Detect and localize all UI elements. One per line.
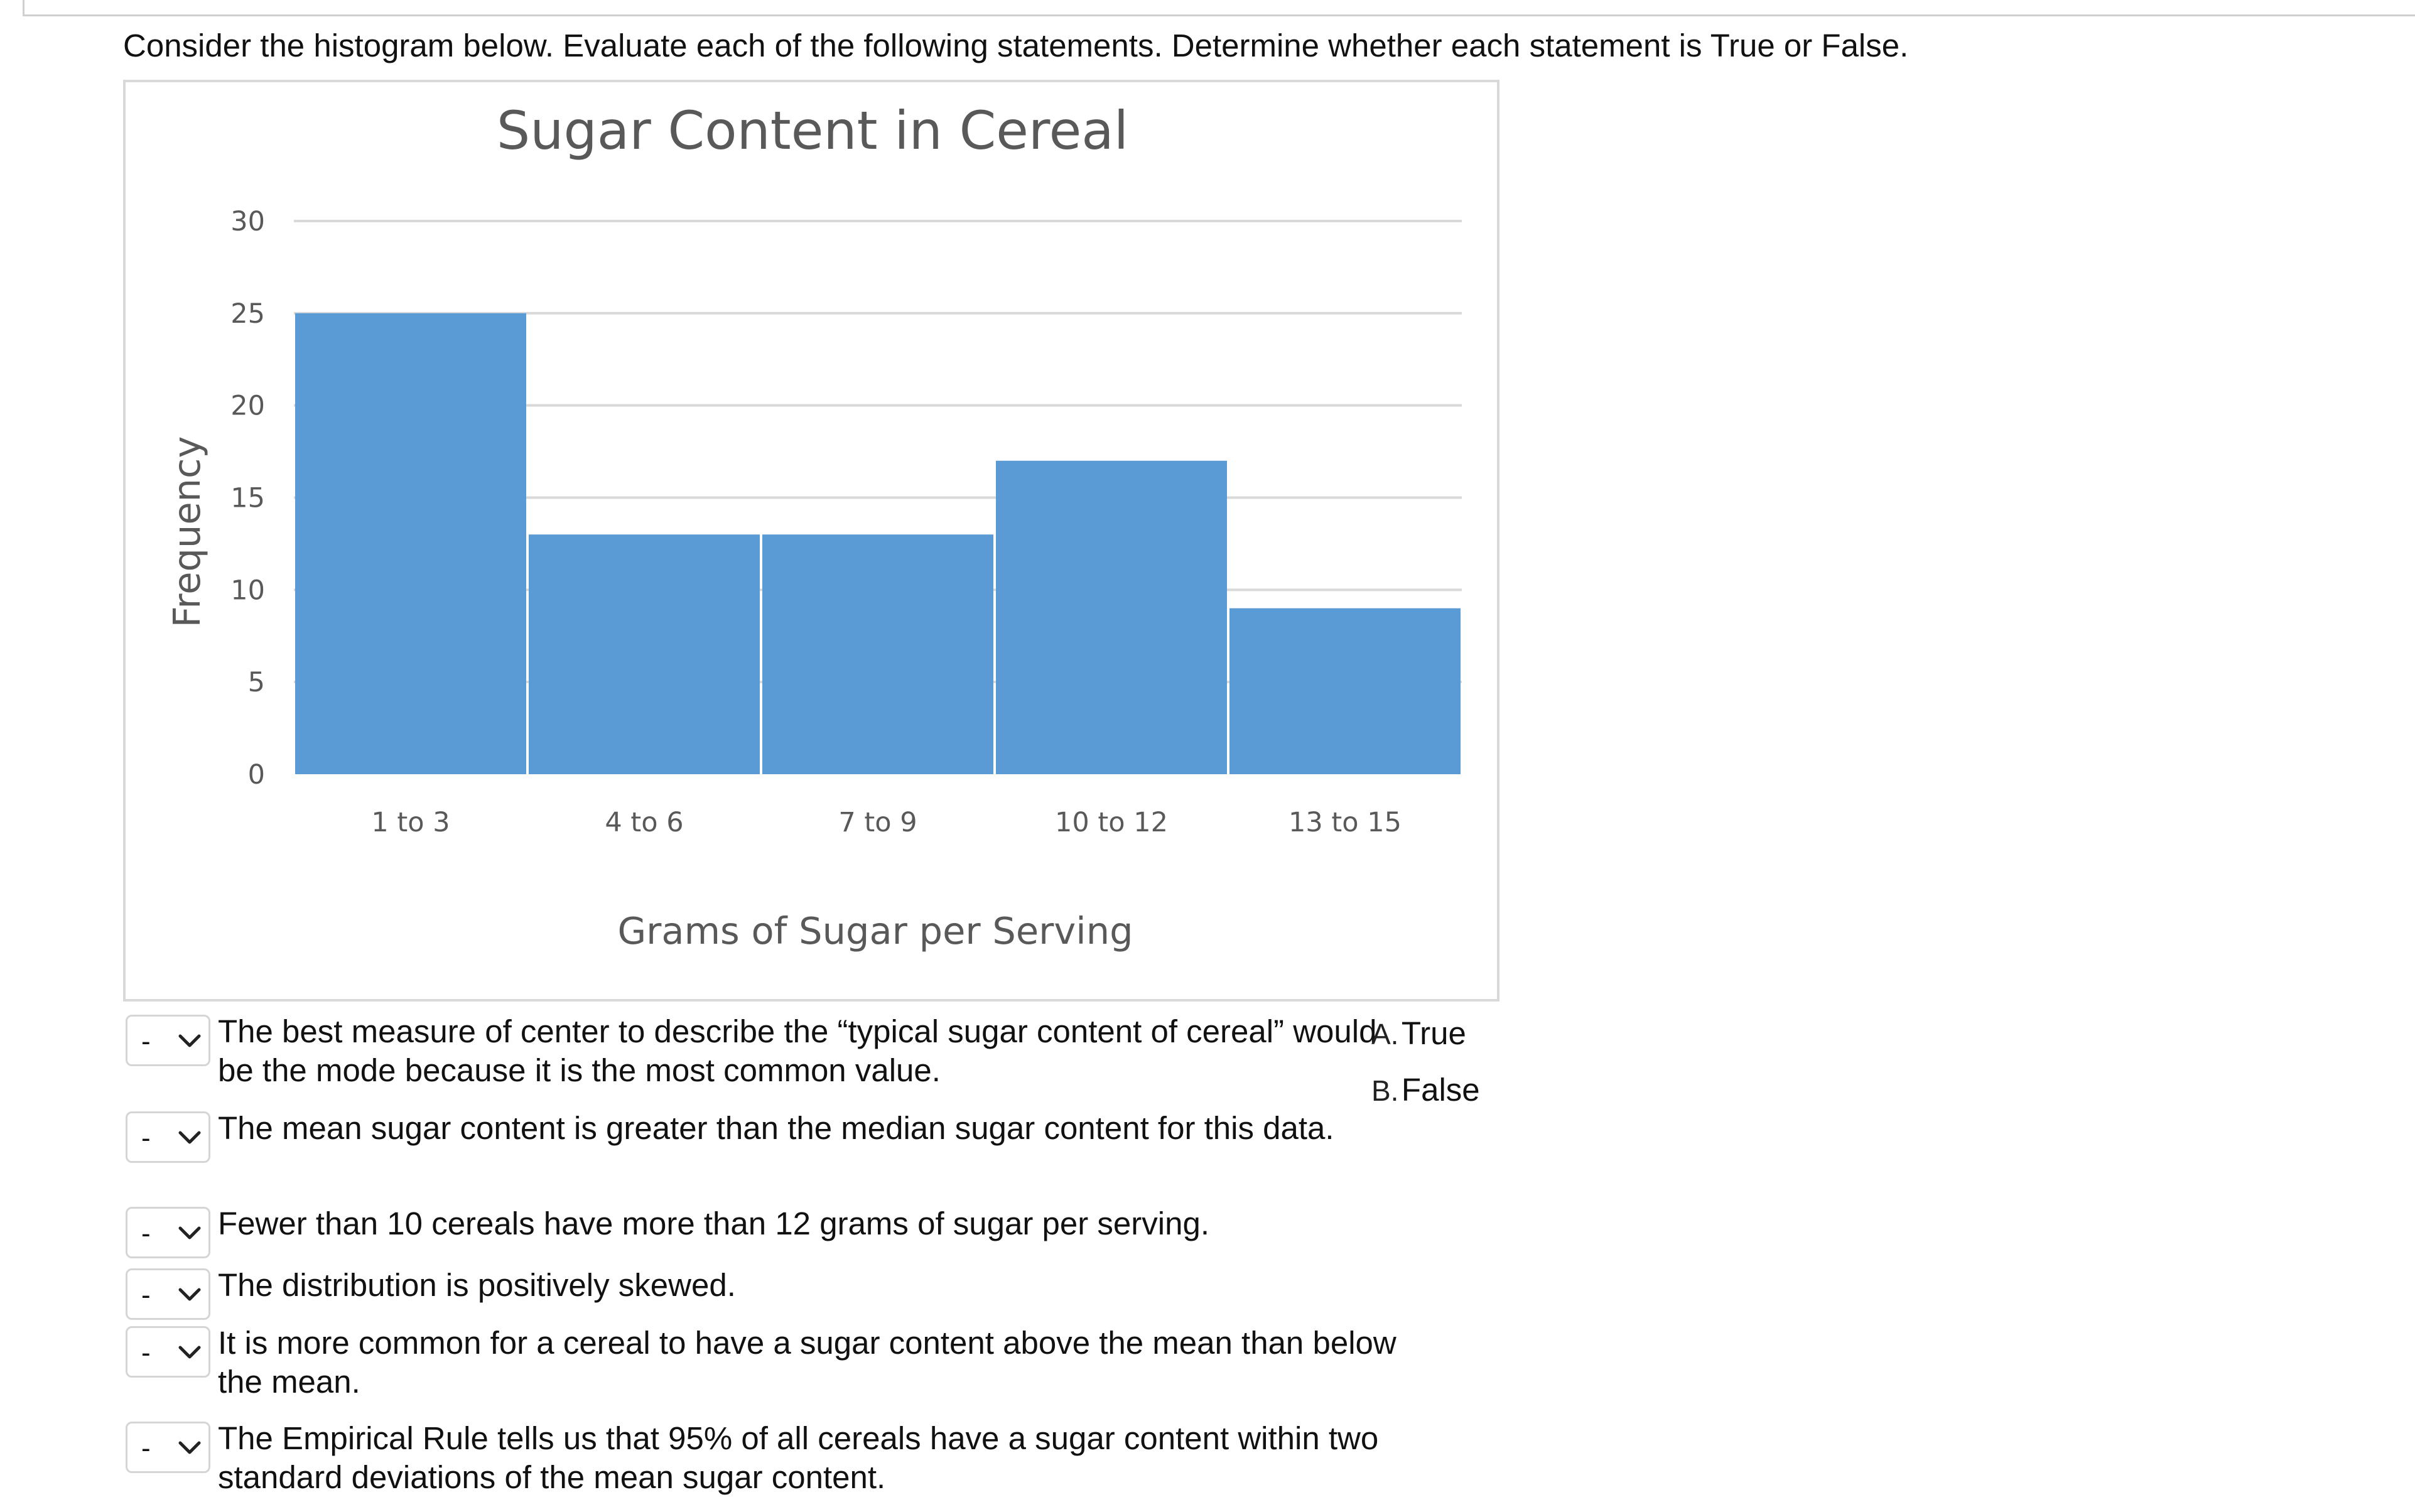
answer-select-6[interactable]: - [126, 1422, 210, 1473]
chevron-down-icon [178, 1131, 201, 1144]
histogram-bar [1229, 608, 1461, 774]
y-tick-label: 30 [230, 206, 265, 237]
x-tick-label: 4 to 6 [605, 807, 683, 838]
statement-text-4: The distribution is positively skewed. [218, 1267, 736, 1303]
y-tick-label: 20 [230, 391, 265, 422]
top-frame-border [23, 0, 2415, 16]
y-tick-label: 5 [248, 667, 265, 698]
answer-text: True [1401, 1015, 1466, 1051]
x-tick-labels: 1 to 3 4 to 6 7 to 9 10 to 12 13 to 15 [371, 807, 1402, 838]
histogram-bar [295, 313, 526, 774]
y-tick-label: 25 [230, 298, 265, 330]
x-tick-label: 10 to 12 [1055, 807, 1168, 838]
answer-letter: B. [1371, 1074, 1399, 1107]
answer-select-3[interactable]: - [126, 1207, 210, 1258]
x-tick-label: 1 to 3 [371, 807, 450, 838]
statement-text-3: Fewer than 10 cereals have more than 12 … [218, 1206, 1209, 1241]
instructions-text: Consider the histogram below. Evaluate e… [123, 28, 1909, 63]
statement-text-5: It is more common for a cereal to have a… [218, 1325, 1397, 1400]
answer-letter: A. [1371, 1018, 1399, 1050]
bars [295, 313, 1461, 774]
select-value: - [141, 1218, 151, 1249]
statement-text-2: The mean sugar content is greater than t… [218, 1110, 1334, 1146]
chevron-down-icon [178, 1226, 201, 1239]
chevron-down-icon [178, 1034, 201, 1047]
y-tick-labels: 0 5 10 15 20 25 30 [230, 206, 265, 791]
x-tick-label: 13 to 15 [1289, 807, 1402, 838]
statement-text-1: The best measure of center to describe t… [218, 1013, 1377, 1088]
x-tick-label: 7 to 9 [838, 807, 917, 838]
answer-text: False [1401, 1072, 1480, 1108]
y-tick-label: 15 [230, 483, 265, 514]
chart-title: Sugar Content in Cereal [497, 100, 1128, 161]
histogram-bar [529, 534, 760, 774]
select-value: - [141, 1280, 151, 1310]
select-value: - [141, 1123, 151, 1153]
y-tick-label: 10 [230, 575, 265, 606]
select-value: - [141, 1026, 151, 1057]
select-value: - [141, 1337, 151, 1368]
y-tick-label: 0 [248, 759, 265, 791]
answer-select-1[interactable]: - [126, 1015, 210, 1066]
answer-select-5[interactable]: - [126, 1326, 210, 1378]
answer-select-4[interactable]: - [126, 1268, 210, 1320]
x-axis-label: Grams of Sugar per Serving [617, 909, 1133, 953]
chevron-down-icon [178, 1346, 201, 1359]
answer-select-2[interactable]: - [126, 1111, 210, 1163]
statement-text-6: The Empirical Rule tells us that 95% of … [218, 1420, 1379, 1495]
select-value: - [141, 1433, 151, 1464]
histogram-bar [996, 460, 1227, 774]
chevron-down-icon [178, 1288, 201, 1301]
answer-option-a: A. True [1371, 1015, 1466, 1052]
histogram-bar [762, 534, 993, 774]
chevron-down-icon [178, 1441, 201, 1454]
answer-option-b: B. False [1371, 1071, 1480, 1108]
y-axis-label: Frequency [165, 436, 208, 628]
